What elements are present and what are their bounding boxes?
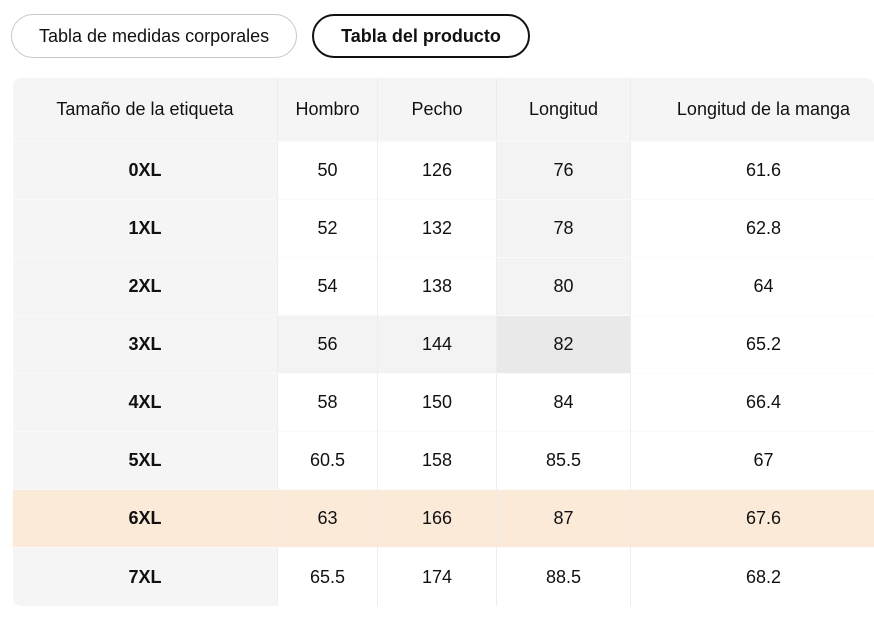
size-label-cell: 7XL	[13, 548, 278, 606]
value-cell[interactable]: 65.5	[278, 548, 378, 606]
value-cell[interactable]: 126	[378, 142, 497, 200]
column-header-shoulder: Hombro	[278, 78, 378, 142]
size-table-header: Tamaño de la etiqueta Hombro Pecho Longi…	[13, 78, 874, 142]
size-label-cell: 4XL	[13, 374, 278, 432]
value-cell[interactable]: 58	[278, 374, 378, 432]
chart-type-tabs: Tabla de medidas corporales Tabla del pr…	[11, 14, 530, 58]
value-cell[interactable]: 63	[278, 490, 378, 548]
value-cell[interactable]: 158	[378, 432, 497, 490]
table-row-0xl: 0XL 50 126 76 61.6	[13, 142, 874, 200]
size-table-container[interactable]: Tamaño de la etiqueta Hombro Pecho Longi…	[13, 78, 874, 606]
value-cell[interactable]: 84	[497, 374, 631, 432]
size-label-cell: 0XL	[13, 142, 278, 200]
size-label-cell: 3XL	[13, 316, 278, 374]
value-cell[interactable]: 174	[378, 548, 497, 606]
value-cell[interactable]: 88.5	[497, 548, 631, 606]
value-cell[interactable]: 67.6	[631, 490, 874, 548]
table-row-4xl: 4XL 58 150 84 66.4	[13, 374, 874, 432]
size-label-cell: 1XL	[13, 200, 278, 258]
table-row-6xl: 6XL 63 166 87 67.6	[13, 490, 874, 548]
column-header-length: Longitud	[497, 78, 631, 142]
table-row-3xl: 3XL 56 144 82 65.2	[13, 316, 874, 374]
value-cell[interactable]: 52	[278, 200, 378, 258]
value-cell[interactable]: 80	[497, 258, 631, 316]
value-cell[interactable]: 56	[278, 316, 378, 374]
table-row-2xl: 2XL 54 138 80 64	[13, 258, 874, 316]
column-header-chest: Pecho	[378, 78, 497, 142]
value-cell[interactable]: 67	[631, 432, 874, 490]
value-cell[interactable]: 85.5	[497, 432, 631, 490]
value-cell[interactable]: 144	[378, 316, 497, 374]
tab-product[interactable]: Tabla del producto	[312, 14, 530, 58]
value-cell[interactable]: 76	[497, 142, 631, 200]
value-cell[interactable]: 132	[378, 200, 497, 258]
value-cell[interactable]: 62.8	[631, 200, 874, 258]
size-table-body: 0XL 50 126 76 61.6 1XL 52 132 78 62.8 2XL 54 138 80 64…	[13, 142, 874, 606]
value-cell[interactable]: 61.6	[631, 142, 874, 200]
value-cell[interactable]: 82	[497, 316, 631, 374]
size-table: Tamaño de la etiqueta Hombro Pecho Longi…	[13, 78, 874, 606]
value-cell[interactable]: 150	[378, 374, 497, 432]
value-cell[interactable]: 68.2	[631, 548, 874, 606]
value-cell[interactable]: 66.4	[631, 374, 874, 432]
size-label-cell: 5XL	[13, 432, 278, 490]
value-cell[interactable]: 138	[378, 258, 497, 316]
value-cell[interactable]: 60.5	[278, 432, 378, 490]
value-cell[interactable]: 64	[631, 258, 874, 316]
value-cell[interactable]: 87	[497, 490, 631, 548]
column-header-size-label: Tamaño de la etiqueta	[13, 78, 278, 142]
size-label-cell: 2XL	[13, 258, 278, 316]
size-label-cell: 6XL	[13, 490, 278, 548]
value-cell[interactable]: 78	[497, 200, 631, 258]
value-cell[interactable]: 166	[378, 490, 497, 548]
column-header-sleeve-length: Longitud de la manga	[631, 78, 874, 142]
table-row-5xl: 5XL 60.5 158 85.5 67	[13, 432, 874, 490]
header-row: Tamaño de la etiqueta Hombro Pecho Longi…	[13, 78, 874, 142]
value-cell[interactable]: 65.2	[631, 316, 874, 374]
tab-body-measurements[interactable]: Tabla de medidas corporales	[11, 14, 298, 58]
table-row-1xl: 1XL 52 132 78 62.8	[13, 200, 874, 258]
table-row-7xl: 7XL 65.5 174 88.5 68.2	[13, 548, 874, 606]
value-cell[interactable]: 54	[278, 258, 378, 316]
value-cell[interactable]: 50	[278, 142, 378, 200]
